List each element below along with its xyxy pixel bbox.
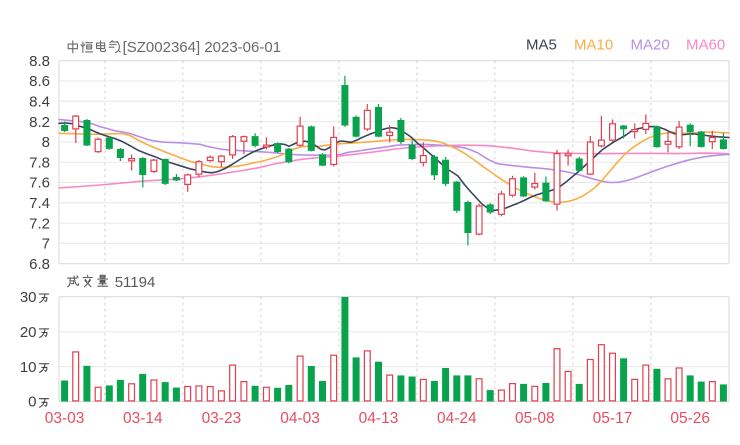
- svg-text:[SZ002364] 2023-06-01: [SZ002364] 2023-06-01: [123, 39, 281, 56]
- svg-text:MA20: MA20: [631, 37, 670, 54]
- svg-text:04-13: 04-13: [359, 410, 399, 427]
- svg-text:05-26: 05-26: [670, 410, 710, 427]
- svg-text:30: 30: [20, 289, 37, 306]
- svg-text:10: 10: [20, 359, 37, 376]
- svg-text:04-03: 04-03: [280, 410, 320, 427]
- svg-text:6.8: 6.8: [29, 256, 50, 273]
- svg-text:7.6: 7.6: [29, 175, 50, 192]
- svg-text:05-17: 05-17: [593, 410, 633, 427]
- svg-text:MA60: MA60: [686, 37, 725, 54]
- svg-text:8.8: 8.8: [29, 53, 50, 70]
- svg-text:8: 8: [42, 134, 50, 151]
- svg-text:20: 20: [20, 324, 37, 341]
- svg-text:04-24: 04-24: [437, 410, 477, 427]
- svg-text:03-14: 03-14: [123, 410, 163, 427]
- svg-text:7.4: 7.4: [29, 195, 50, 212]
- svg-text:MA10: MA10: [574, 37, 613, 54]
- svg-text:51194: 51194: [115, 274, 156, 291]
- svg-text:8.2: 8.2: [29, 114, 50, 131]
- svg-text:7.2: 7.2: [29, 215, 50, 232]
- svg-text:7: 7: [42, 236, 50, 253]
- svg-text:03-03: 03-03: [45, 410, 85, 427]
- svg-text:8.6: 8.6: [29, 73, 50, 90]
- svg-text:0: 0: [28, 394, 36, 411]
- svg-text:05-08: 05-08: [515, 410, 555, 427]
- svg-text:03-23: 03-23: [202, 410, 242, 427]
- svg-text:7.8: 7.8: [29, 154, 50, 171]
- svg-text:MA5: MA5: [526, 37, 557, 54]
- svg-text:8.4: 8.4: [29, 94, 50, 111]
